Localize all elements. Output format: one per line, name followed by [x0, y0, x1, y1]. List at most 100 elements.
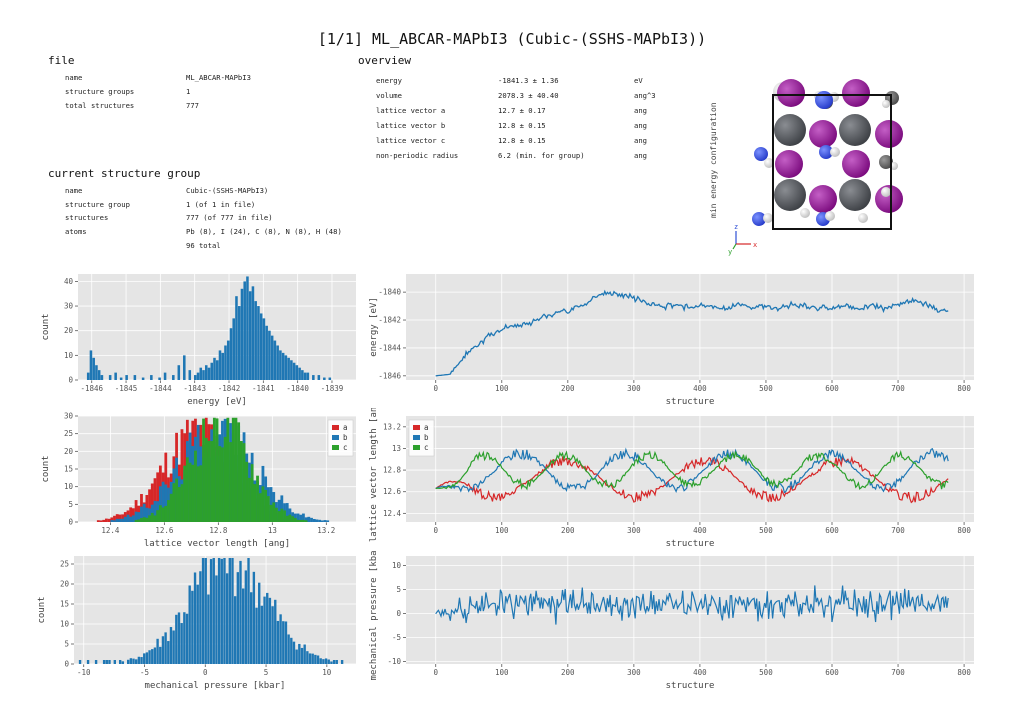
histogram-bar	[140, 657, 143, 664]
histogram-bar	[196, 372, 200, 380]
y-tick-label: 0	[396, 609, 401, 618]
y-tick-label: -10	[387, 657, 401, 666]
x-tick-label: -1844	[149, 384, 172, 393]
histogram-bar	[175, 614, 178, 664]
overview-value-lattice-c: 12.8 ± 0.15	[498, 136, 546, 145]
histogram-bar-b	[280, 495, 284, 522]
histogram-bar-c	[169, 493, 173, 522]
y-tick-label: 13	[392, 444, 401, 453]
legend-swatch	[332, 435, 339, 440]
histogram-bar	[118, 660, 122, 664]
histogram-bar	[153, 647, 157, 664]
histogram-bar	[135, 659, 138, 664]
histogram-bar	[207, 594, 210, 664]
legend-swatch	[413, 445, 420, 450]
atom	[775, 150, 803, 178]
histogram-bar-b	[296, 513, 300, 522]
plot-area	[406, 274, 974, 380]
histogram-bar-c	[245, 461, 249, 522]
histogram-bar	[137, 656, 141, 664]
histogram-bar-c	[221, 447, 224, 522]
histogram-bar	[207, 367, 211, 380]
atom	[882, 100, 890, 108]
histogram-bar	[221, 352, 225, 380]
histogram-bar	[335, 660, 338, 664]
y-tick-label: 13.2	[383, 422, 401, 431]
histogram-bar-c	[167, 500, 170, 522]
histogram-bar-c	[180, 484, 184, 522]
histogram-bar	[191, 590, 194, 664]
y-tick-label: 25	[60, 560, 69, 569]
histogram-bar-c	[191, 464, 195, 522]
histogram-bar	[241, 588, 245, 664]
histogram-bar-b	[153, 500, 157, 522]
plot-area	[406, 556, 974, 664]
overview-key-volume: volume	[376, 91, 402, 100]
y-tick-label: 10	[392, 561, 402, 570]
histogram-bar	[209, 559, 213, 664]
histogram-bar	[279, 614, 282, 664]
histogram-bar-c	[258, 493, 262, 522]
histogram-bar	[317, 375, 321, 380]
histogram-bar	[132, 658, 135, 664]
histogram-bar	[257, 306, 260, 380]
atom	[809, 120, 837, 148]
histogram-bar-c	[293, 517, 297, 522]
group-value-structures: 777 (of 777 in file)	[186, 213, 273, 222]
plot-area	[406, 416, 974, 522]
histogram-bar	[251, 286, 255, 380]
histogram-bar-c	[188, 462, 192, 522]
histogram-bar-c	[218, 446, 222, 522]
histogram-bar	[255, 607, 258, 664]
histogram-bar	[287, 357, 290, 380]
histogram-bar-b	[318, 519, 322, 522]
histogram-bar-b	[310, 517, 313, 522]
histogram-bar	[225, 573, 229, 664]
pressure-histogram: -10 -5 0 5 10 0 5 10 15 20 25 mechanical pressure […	[37, 556, 356, 691]
histogram-bar-b	[320, 520, 324, 522]
x-tick-label: 500	[759, 668, 773, 677]
y-tick-label: 10	[64, 351, 74, 360]
histogram-bar-b	[134, 511, 138, 522]
atom	[800, 208, 810, 218]
atom	[839, 179, 871, 211]
histogram-bar	[268, 597, 272, 664]
x-tick-label: 0	[203, 668, 208, 677]
x-tick-label: 100	[495, 526, 509, 535]
y-tick-label: 5	[68, 500, 73, 509]
atom	[858, 213, 868, 223]
y-tick-label: 20	[60, 580, 70, 589]
legend-label: b	[343, 433, 348, 442]
x-axis-label: structure	[666, 681, 715, 691]
histogram-bar	[340, 660, 344, 664]
y-tick-label: -1846	[378, 371, 401, 380]
histogram-bar	[100, 375, 104, 380]
histogram-bar	[303, 372, 307, 380]
x-tick-label: 500	[759, 526, 773, 535]
histogram-bar	[126, 659, 130, 664]
histogram-bar-c	[207, 440, 211, 522]
histogram-bar	[177, 365, 181, 380]
histogram-bar	[301, 370, 304, 380]
histogram-bar-a	[150, 483, 154, 522]
x-tick-label: -1845	[115, 384, 138, 393]
histogram-bar-b	[118, 518, 122, 522]
legend-label: b	[424, 433, 429, 442]
histogram-bar-c	[275, 507, 278, 522]
histogram-bar	[145, 652, 149, 664]
x-tick-label: 400	[693, 526, 707, 535]
histogram-bar	[196, 584, 199, 664]
lattice-series-b	[435, 447, 949, 494]
histogram-bar	[262, 318, 266, 380]
overview-value-volume: 2078.3 ± 40.40	[498, 91, 559, 100]
group-key-structures: structures	[65, 213, 109, 222]
atom	[842, 150, 870, 178]
atom	[881, 187, 891, 197]
x-tick-label: 0	[433, 384, 438, 393]
histogram-bar	[119, 377, 123, 380]
histogram-bar-c	[183, 465, 187, 522]
histogram-bar	[185, 613, 189, 664]
y-axis-label: count	[41, 455, 51, 482]
histogram-bar-c	[145, 517, 149, 522]
histogram-bar	[243, 281, 246, 380]
